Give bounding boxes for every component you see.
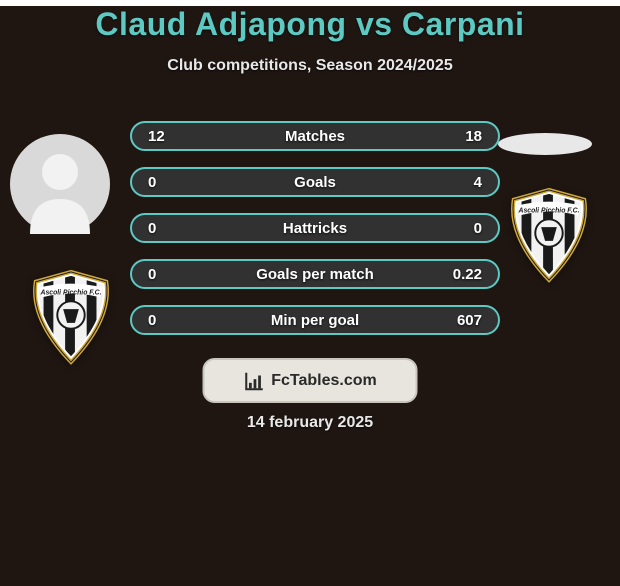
generation-date: 14 february 2025 — [0, 414, 620, 432]
stat-label: Matches — [208, 128, 422, 145]
stat-right-value: 4 — [422, 174, 482, 191]
team-right-badge: Ascoli Picchio F.C. — [500, 186, 598, 289]
stat-left-value: 0 — [148, 266, 208, 283]
source-label: FcTables.com — [271, 372, 377, 390]
chart-icon — [243, 370, 265, 392]
stat-row: 12Matches18 — [130, 121, 500, 151]
stat-left-value: 0 — [148, 220, 208, 237]
player-right-avatar — [498, 133, 592, 155]
svg-text:Ascoli Picchio F.C.: Ascoli Picchio F.C. — [518, 207, 580, 214]
stat-right-value: 607 — [422, 312, 482, 329]
stat-row: 0Goals per match0.22 — [130, 259, 500, 289]
stat-left-value: 0 — [148, 174, 208, 191]
team-left-badge: Ascoli Picchio F.C. — [22, 268, 120, 371]
stat-right-value: 18 — [422, 128, 482, 145]
stat-label: Goals — [208, 174, 422, 191]
stat-label: Goals per match — [208, 266, 422, 283]
stat-row: 0Goals4 — [130, 167, 500, 197]
stat-label: Min per goal — [208, 312, 422, 329]
stat-row: 0Min per goal607 — [130, 305, 500, 335]
page-subtitle: Club competitions, Season 2024/2025 — [0, 57, 620, 75]
stat-label: Hattricks — [208, 220, 422, 237]
stat-left-value: 0 — [148, 312, 208, 329]
stats-table: 12Matches180Goals40Hattricks00Goals per … — [130, 121, 500, 335]
player-left-avatar — [10, 134, 110, 234]
stat-left-value: 12 — [148, 128, 208, 145]
stat-right-value: 0.22 — [422, 266, 482, 283]
svg-text:Ascoli Picchio F.C.: Ascoli Picchio F.C. — [40, 289, 102, 296]
stat-row: 0Hattricks0 — [130, 213, 500, 243]
source-badge: FcTables.com — [203, 358, 418, 403]
page-title: Claud Adjapong vs Carpani — [0, 6, 620, 43]
stat-right-value: 0 — [422, 220, 482, 237]
